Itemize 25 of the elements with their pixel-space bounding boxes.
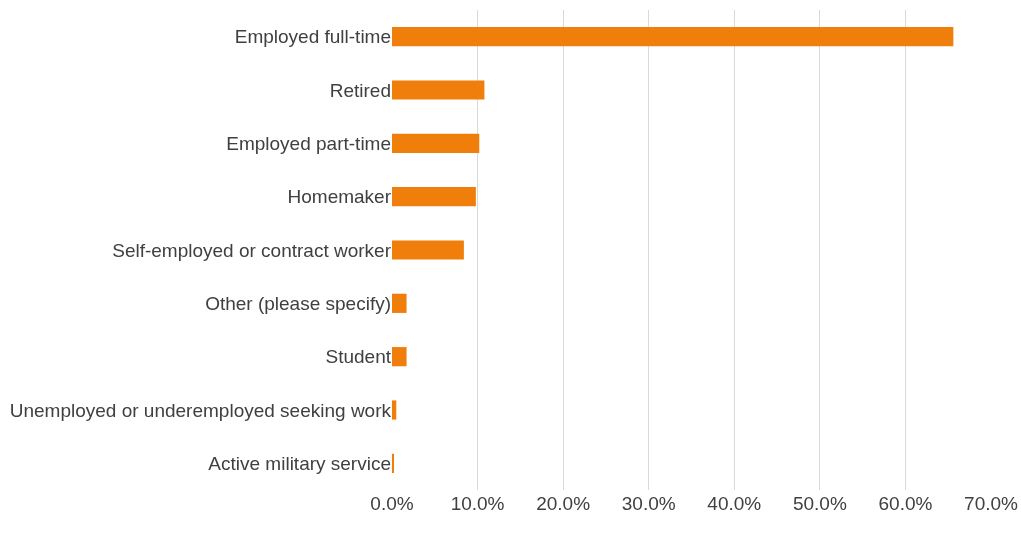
y-tick-label: Self-employed or contract worker (112, 239, 392, 261)
bar (392, 27, 954, 47)
x-tick-label: 50.0% (792, 493, 847, 514)
y-tick-label: Active military service (208, 452, 391, 474)
bar (392, 400, 397, 420)
bar (392, 347, 407, 367)
x-tick-label: 10.0% (450, 493, 505, 514)
bar (392, 293, 407, 313)
x-tick-label: 70.0% (964, 493, 1019, 514)
y-tick-label: Other (please specify) (205, 292, 391, 314)
x-tick-label: 60.0% (878, 493, 933, 514)
bar (392, 133, 480, 153)
x-tick-label: 40.0% (707, 493, 762, 514)
bar (392, 187, 476, 207)
y-tick-label: Retired (329, 79, 391, 101)
y-tick-label: Employed full-time (234, 26, 391, 48)
x-tick-label: 20.0% (536, 493, 591, 514)
x-tick-label: 30.0% (621, 493, 676, 514)
y-tick-label: Unemployed or underemployed seeking work (9, 399, 392, 421)
y-tick-label: Homemaker (287, 186, 392, 208)
bar (392, 240, 464, 260)
y-tick-label: Employed part-time (226, 132, 391, 154)
x-tick-label: 0.0% (370, 493, 414, 514)
y-tick-label: Student (325, 346, 392, 368)
bar (392, 80, 485, 100)
